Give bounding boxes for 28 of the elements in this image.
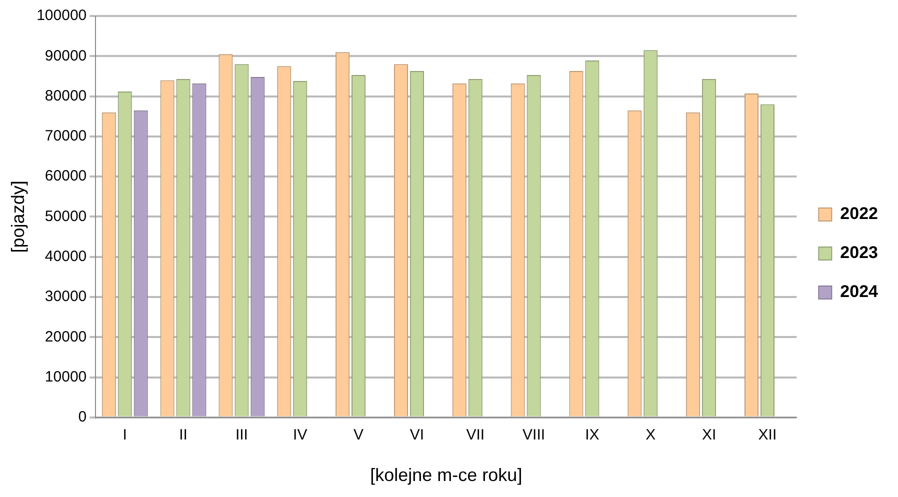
y-tick-label: 10000 [44,368,87,386]
x-tick-label: II [179,426,188,444]
y-tick-label: 100000 [36,7,87,24]
x-tick-label: IV [293,426,308,444]
y-tick-label: 0 [78,408,87,426]
x-tick-label: VI [410,426,424,444]
y-tick-label: 90000 [44,47,87,64]
y-tick-label: 50000 [44,208,87,225]
x-tick-label: VII [466,426,485,444]
y-tick-label: 80000 [44,87,87,104]
x-tick-label: I [122,426,127,444]
x-axis-title: [kolejne m-ce roku] [370,465,522,486]
x-tick-label: IX [585,426,600,444]
legend-label: 2023 [840,243,878,262]
x-tick-label: XII [758,426,777,444]
y-tick-label: 60000 [44,168,87,185]
y-tick-label: 40000 [44,248,87,265]
x-tick-label: III [235,426,248,444]
x-tick-label: X [646,426,656,444]
y-tick-label: 70000 [44,128,87,145]
y-tick-label: 20000 [44,328,87,346]
x-tick-label: V [354,426,364,444]
y-axis-title: [pojazdy] [8,180,28,253]
legend-label: 2022 [840,204,878,224]
legend-label: 2024 [840,282,879,302]
x-tick-label: VIII [522,426,546,444]
y-tick-label: 30000 [44,288,87,306]
x-tick-label: XI [702,426,716,444]
